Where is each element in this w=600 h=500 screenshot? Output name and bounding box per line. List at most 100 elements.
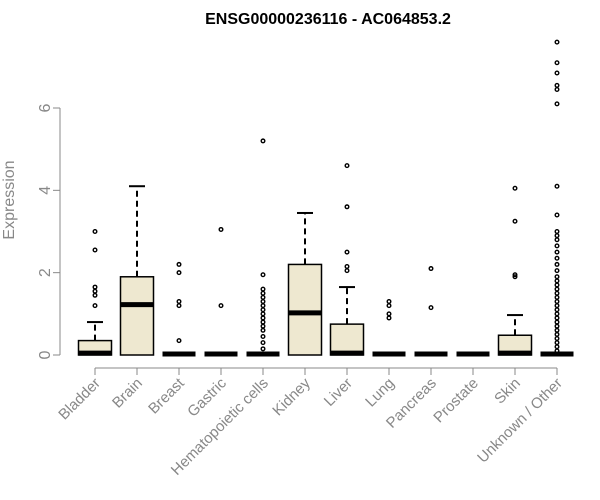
box-pancreas (414, 266, 448, 357)
outlier-point (260, 319, 266, 325)
outlier-point (554, 286, 560, 292)
x-tick-label: Skin (491, 375, 524, 408)
outlier-point (554, 336, 560, 342)
outlier-point (260, 315, 266, 321)
outlier-point (386, 298, 392, 304)
outlier-point (260, 333, 266, 339)
outlier-point (260, 307, 266, 313)
x-tick-label: Kidney (269, 374, 314, 419)
x-tick-label: Lung (362, 375, 398, 411)
outlier-point (554, 282, 560, 288)
x-tick-label: Breast (145, 374, 188, 417)
outlier-point (386, 311, 392, 317)
outlier-point (554, 331, 560, 337)
outlier-point (554, 294, 560, 300)
outlier-point (554, 228, 560, 234)
box-rect (119, 276, 155, 356)
x-tick-label: Bladder (55, 375, 104, 424)
outlier-point (554, 237, 560, 243)
outlier-point (176, 298, 182, 304)
outlier-point (260, 138, 266, 144)
outlier-point (554, 290, 560, 296)
outlier-point (512, 185, 518, 191)
outlier-point (554, 101, 560, 107)
y-tick-label: 4 (37, 186, 54, 195)
box-hematopoietic-cells (246, 138, 280, 357)
outlier-point (554, 82, 560, 88)
outlier-point (260, 294, 266, 300)
y-axis-label: Expression (1, 160, 18, 239)
outlier-point (176, 338, 182, 344)
outlier-point (92, 288, 98, 294)
outlier-point (554, 278, 560, 284)
box-unknown-other (540, 39, 574, 357)
outlier-point (554, 39, 560, 45)
outlier-point (554, 307, 560, 313)
box-breast (162, 261, 196, 357)
outlier-point (260, 346, 266, 352)
outlier-point (554, 303, 560, 309)
outlier-point (92, 247, 98, 253)
outlier-point (92, 228, 98, 234)
outlier-point (554, 268, 560, 274)
outlier-point (512, 272, 518, 278)
outlier-point (218, 226, 224, 232)
outlier-point (554, 233, 560, 239)
chart-title: ENSG00000236116 - AC064853.2 (205, 11, 451, 28)
outlier-point (260, 327, 266, 333)
outlier-point (554, 344, 560, 350)
outlier-point (92, 292, 98, 298)
box-lung (372, 298, 406, 357)
outlier-point (554, 243, 560, 249)
x-tick-label: Brain (109, 375, 146, 412)
outlier-point (554, 249, 560, 255)
outlier-point (260, 323, 266, 329)
outlier-point (554, 70, 560, 76)
outlier-point (218, 303, 224, 309)
boxes-group (77, 39, 574, 357)
outlier-point (92, 284, 98, 290)
box-gastric (204, 226, 238, 357)
box-rect (329, 323, 365, 356)
outlier-point (344, 249, 350, 255)
outlier-point (554, 261, 560, 267)
outlier-point (428, 305, 434, 311)
y-tick-label: 2 (37, 268, 54, 277)
box-rect (287, 263, 323, 356)
outlier-point (554, 212, 560, 218)
outlier-point (260, 311, 266, 317)
outlier-point (176, 270, 182, 276)
outlier-point (554, 274, 560, 280)
outlier-point (344, 268, 350, 274)
outlier-point (260, 340, 266, 346)
outlier-point (554, 311, 560, 317)
outlier-point (386, 303, 392, 309)
outlier-point (428, 266, 434, 272)
y-axis: 0 2 4 6 (37, 103, 61, 359)
box-liver (329, 163, 365, 356)
outlier-point (554, 323, 560, 329)
outlier-point (260, 303, 266, 309)
outlier-point (554, 255, 560, 261)
outlier-point (344, 204, 350, 210)
box-brain (119, 185, 155, 356)
outlier-point (512, 218, 518, 224)
outlier-point (554, 183, 560, 189)
box-bladder (77, 228, 113, 356)
y-tick-label: 0 (37, 350, 54, 359)
x-tick-label: Liver (321, 375, 356, 410)
outlier-point (554, 315, 560, 321)
outlier-point (554, 327, 560, 333)
box-skin (497, 185, 533, 356)
outlier-point (554, 60, 560, 66)
outlier-point (554, 319, 560, 325)
outlier-point (344, 263, 350, 269)
outlier-point (386, 315, 392, 321)
outlier-point (92, 303, 98, 309)
outlier-point (176, 303, 182, 309)
outlier-point (554, 340, 560, 346)
box-kidney (287, 211, 323, 356)
outlier-point (260, 298, 266, 304)
